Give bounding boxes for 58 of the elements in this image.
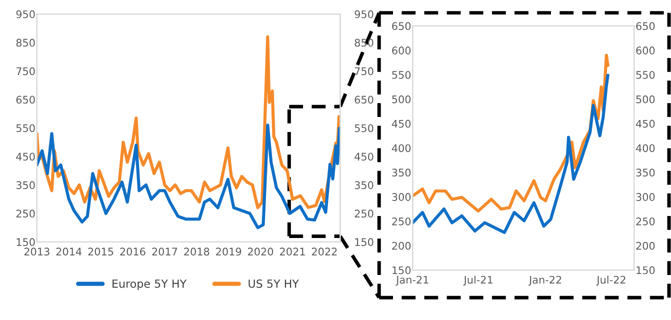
y-tick-label: 150	[392, 266, 411, 274]
x-tick-label: Jan-21	[396, 276, 428, 286]
y2-tick-label: 450	[354, 152, 374, 161]
y-tick-label: 250	[392, 217, 411, 226]
y-tick-label: 550	[16, 124, 35, 132]
x-tick-label: 2015	[88, 248, 114, 256]
y2-tick-label: 550	[636, 70, 655, 79]
x-tick-label: 2021	[280, 248, 305, 256]
x-tick-label: 2013	[24, 248, 50, 256]
line-series	[36, 124, 340, 230]
y-tick-label: 250	[16, 210, 35, 218]
y-tick-label: 300	[392, 193, 411, 201]
y2-tick-label: 650	[636, 22, 655, 30]
y-tick-label: 450	[392, 120, 411, 128]
y2-tick-label: 500	[636, 95, 655, 104]
y2-tick-label: 250	[354, 210, 374, 218]
x-tick-label: 2016	[120, 248, 146, 256]
y-tick-label: 650	[16, 96, 35, 104]
y2-tick-label: 200	[636, 242, 655, 250]
y-tick-label: 350	[16, 181, 35, 190]
y2-tick-label: 250	[636, 217, 655, 226]
line-series	[412, 74, 610, 234]
y-tick-label: 200	[392, 242, 411, 250]
y-tick-label: 600	[392, 46, 411, 54]
x-tick-label: 2019	[216, 248, 242, 256]
x-tick-label: 2018	[184, 248, 210, 256]
legend-label: Europe 5Y HY	[112, 280, 187, 290]
x-tick-label: Jul-21	[463, 276, 492, 286]
y-tick-label: 400	[392, 144, 411, 152]
y-tick-label: 850	[16, 38, 35, 47]
x-tick-label: 2017	[152, 248, 178, 256]
y2-tick-label: 350	[636, 168, 655, 177]
y-tick-label: 950	[16, 10, 35, 18]
x-tick-label: 2020	[248, 248, 274, 256]
y-tick-label: 350	[392, 168, 411, 177]
y2-tick-label: 950	[354, 10, 374, 18]
y-tick-label: 750	[16, 67, 35, 76]
x-tick-label: 2014	[56, 248, 82, 256]
y2-tick-label: 150	[636, 266, 655, 274]
y-tick-label: 500	[392, 95, 411, 104]
y2-tick-label: 450	[636, 120, 655, 128]
y2-tick-label: 350	[354, 181, 374, 190]
y-tick-label: 150	[16, 238, 35, 246]
y2-tick-label: 150	[355, 238, 374, 246]
legend-label: US 5Y HY	[248, 279, 299, 288]
y2-tick-label: 600	[636, 46, 655, 54]
y2-tick-label: 550	[354, 124, 374, 132]
y2-tick-label: 850	[354, 38, 374, 47]
y-tick-label: 550	[392, 70, 411, 79]
x-tick-label: Jul-22	[596, 276, 626, 286]
y2-tick-label: 400	[636, 144, 655, 152]
y2-tick-label: 300	[636, 193, 655, 201]
y-tick-label: 650	[392, 22, 411, 30]
y-tick-label: 450	[16, 152, 35, 161]
x-tick-label: Jan-22	[528, 276, 562, 286]
x-tick-label: 2022	[312, 248, 337, 256]
y2-tick-label: 750	[354, 67, 374, 76]
y2-tick-label: 650	[354, 96, 374, 104]
